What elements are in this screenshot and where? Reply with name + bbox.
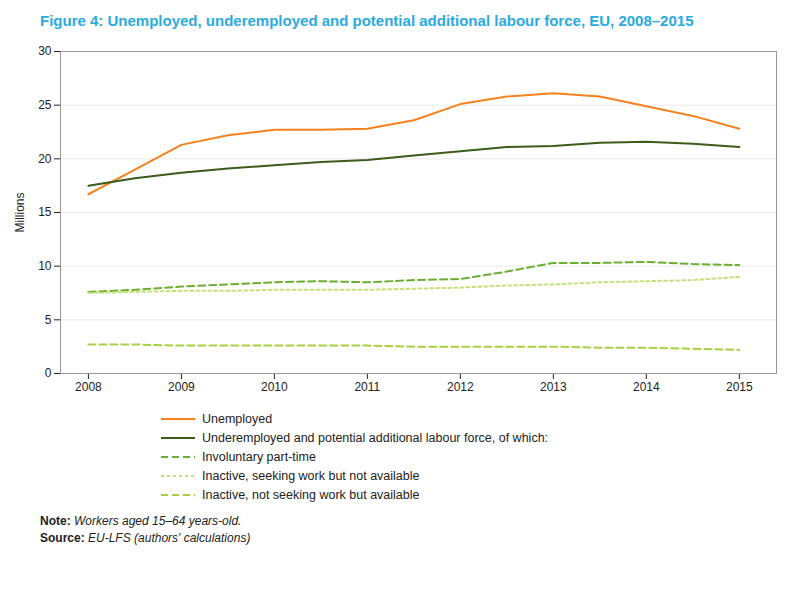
html-text:Unemployed: Unemployed [202, 411, 273, 426]
svg-text:10: 10 [38, 259, 52, 273]
svg-text:2015: 2015 [726, 380, 753, 394]
svg-text:2010: 2010 [261, 380, 288, 394]
svg-text:2014: 2014 [633, 380, 660, 394]
svg-text:Millions: Millions [13, 192, 27, 232]
svg-text:2011: 2011 [354, 380, 380, 394]
svg-text:2013: 2013 [540, 380, 567, 394]
svg-text:30: 30 [38, 44, 52, 58]
html-text:Underemployed and potential ad: Underemployed and potential additional l… [202, 430, 549, 445]
svg-text:25: 25 [38, 98, 52, 112]
html-text:Involuntary part-time: Involuntary part-time [202, 449, 316, 464]
html-text:Note: Workers aged 15–64 years: Note: Workers aged 15–64 years-old. [40, 514, 242, 528]
svg-text:2009: 2009 [168, 380, 195, 394]
svg-text:0: 0 [45, 366, 52, 380]
html-text:Inactive, seeking work but not: Inactive, seeking work but not available [202, 468, 420, 483]
html-text:Source: EU-LFS (authors' calcu: Source: EU-LFS (authors' calculations) [40, 531, 251, 545]
html-text:Figure 4: Unemployed, underemp: Figure 4: Unemployed, underemployed and … [40, 12, 694, 29]
svg-text:5: 5 [45, 313, 52, 327]
svg-text:15: 15 [38, 205, 52, 219]
svg-text:2008: 2008 [75, 380, 102, 394]
svg-text:20: 20 [38, 152, 52, 166]
html-text:Inactive, not seeking work but: Inactive, not seeking work but available [202, 487, 420, 502]
svg-text:2012: 2012 [447, 380, 474, 394]
